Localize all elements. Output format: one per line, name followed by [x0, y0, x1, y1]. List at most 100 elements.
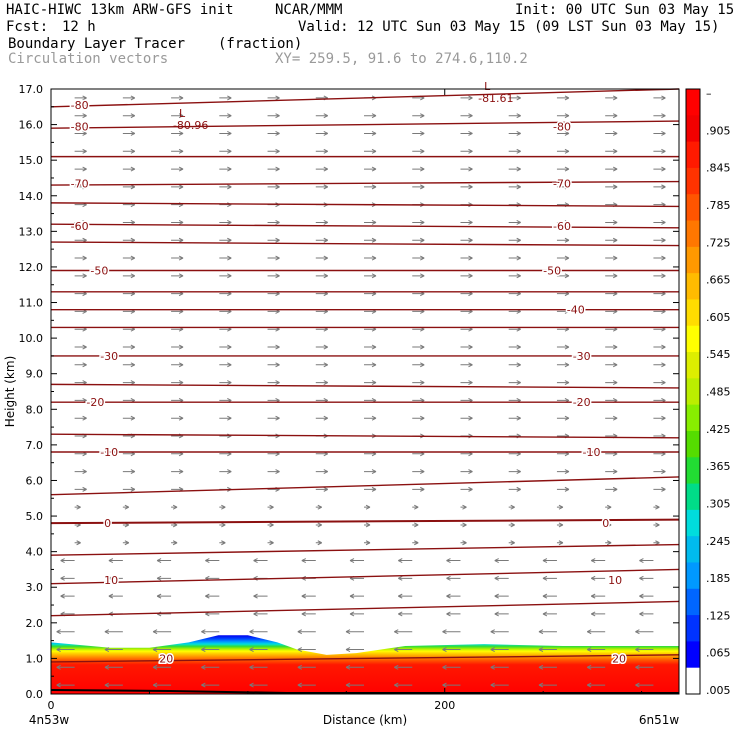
- circulation-vector: [556, 113, 570, 119]
- circulation-vector: [219, 344, 232, 350]
- circulation-vector: [267, 415, 280, 421]
- circulation-vector: [460, 95, 473, 101]
- forecast-label: Fcst:: [6, 19, 49, 35]
- circulation-vector: [508, 486, 521, 492]
- circulation-vector: [267, 148, 280, 154]
- circulation-vector: [508, 504, 515, 510]
- colorbar-swatch: [686, 430, 700, 458]
- circulation-vector: [605, 380, 618, 386]
- circulation-vector: [494, 611, 509, 617]
- circulation-vector: [653, 380, 666, 386]
- colorbar-swatch: [686, 641, 700, 669]
- contour-label: -50: [543, 265, 561, 278]
- contour-line: [50, 383, 680, 389]
- circulation-vector: [315, 522, 323, 528]
- circulation-vector: [315, 220, 329, 225]
- circulation-vector: [639, 611, 654, 617]
- circulation-vector: [122, 486, 136, 492]
- circulation-vector: [556, 362, 570, 368]
- circulation-vector: [605, 220, 618, 225]
- circulation-vector: [653, 469, 666, 475]
- circulation-vector: [508, 148, 521, 154]
- circulation-vector: [201, 682, 220, 688]
- circulation-vector: [301, 593, 316, 599]
- circulation-vector: [412, 184, 425, 190]
- colorbar-swatch: [686, 562, 700, 590]
- colorbar-swatch: [686, 194, 700, 222]
- circulation-vector: [297, 664, 316, 670]
- circulation-vector: [556, 184, 570, 190]
- circulation-vector: [446, 558, 461, 563]
- circulation-vector: [605, 95, 618, 101]
- circulation-vector: [122, 469, 136, 475]
- circulation-vector: [60, 593, 75, 599]
- circulation-vector: [219, 95, 232, 101]
- circulation-vector: [590, 558, 606, 563]
- circulation-vector: [605, 415, 618, 421]
- colorbar-swatch: [686, 89, 700, 116]
- circulation-vector: [156, 575, 172, 581]
- circulation-vector: [542, 575, 557, 581]
- circulation-vector: [201, 647, 220, 652]
- circulation-vector: [653, 148, 666, 154]
- circulation-vector: [605, 486, 618, 492]
- circulation-vector: [556, 486, 570, 492]
- circulation-vector: [122, 362, 136, 368]
- circulation-vector: [156, 593, 172, 599]
- circulation-vector: [586, 647, 606, 652]
- circulation-vector: [590, 611, 606, 617]
- contour-line: [50, 202, 680, 208]
- x-axis-label: Distance (km): [323, 713, 407, 727]
- circulation-vector: [653, 362, 666, 368]
- circulation-vector: [412, 131, 425, 136]
- circulation-vector: [74, 95, 87, 101]
- circulation-vector: [460, 362, 473, 368]
- circulation-vector: [494, 558, 509, 563]
- y-tick-label: 11.0: [19, 297, 44, 310]
- circulation-vector: [315, 255, 329, 261]
- terrain-line: [50, 689, 679, 694]
- circulation-vector: [508, 362, 521, 368]
- circulation-vector: [267, 131, 280, 136]
- contour-label: -10: [583, 446, 601, 459]
- contour-label: -80: [71, 120, 89, 133]
- circulation-vector: [364, 540, 371, 546]
- contour-label: 20: [159, 652, 173, 665]
- circulation-vector: [349, 611, 365, 617]
- circulation-vector: [412, 344, 425, 350]
- circulation-vector: [315, 344, 329, 350]
- y-tick-label: 14.0: [19, 190, 44, 203]
- circulation-vector: [394, 629, 413, 635]
- circulation-vector: [171, 415, 184, 421]
- contour-label: 10: [104, 574, 118, 587]
- circulation-vector: [74, 273, 87, 279]
- circulation-vector: [490, 682, 509, 688]
- circulation-vector: [122, 95, 136, 101]
- circulation-vector: [104, 682, 123, 688]
- circulation-vector: [442, 664, 461, 670]
- circulation-vector: [412, 255, 425, 261]
- circulation-vector: [398, 593, 413, 599]
- circulation-vector: [605, 237, 618, 243]
- circulation-vector: [605, 184, 618, 190]
- circulation-vector: [315, 184, 329, 190]
- circulation-vector: [542, 593, 557, 599]
- colorbar-label: –: [706, 87, 712, 100]
- init-time: Init: 00 UTC Sun 03 May 15: [515, 2, 735, 18]
- circulation-vector: [605, 344, 618, 350]
- circulation-vector: [171, 504, 178, 510]
- circulation-vector: [556, 469, 570, 475]
- circulation-vector: [446, 575, 461, 581]
- circulation-vector: [412, 522, 419, 528]
- circulation-vector: [494, 575, 509, 581]
- colorbar-swatch: [686, 509, 700, 537]
- circulation-vector: [171, 273, 184, 279]
- circulation-vector: [219, 504, 226, 510]
- colorbar-swatch: [686, 457, 700, 485]
- y-tick-label: 7.0: [26, 439, 44, 452]
- y-tick-label: 3.0: [26, 581, 44, 594]
- circulation-vector: [442, 629, 461, 635]
- circulation-vector: [249, 629, 268, 635]
- circulation-vector: [605, 166, 618, 172]
- circulation-vector: [315, 380, 329, 386]
